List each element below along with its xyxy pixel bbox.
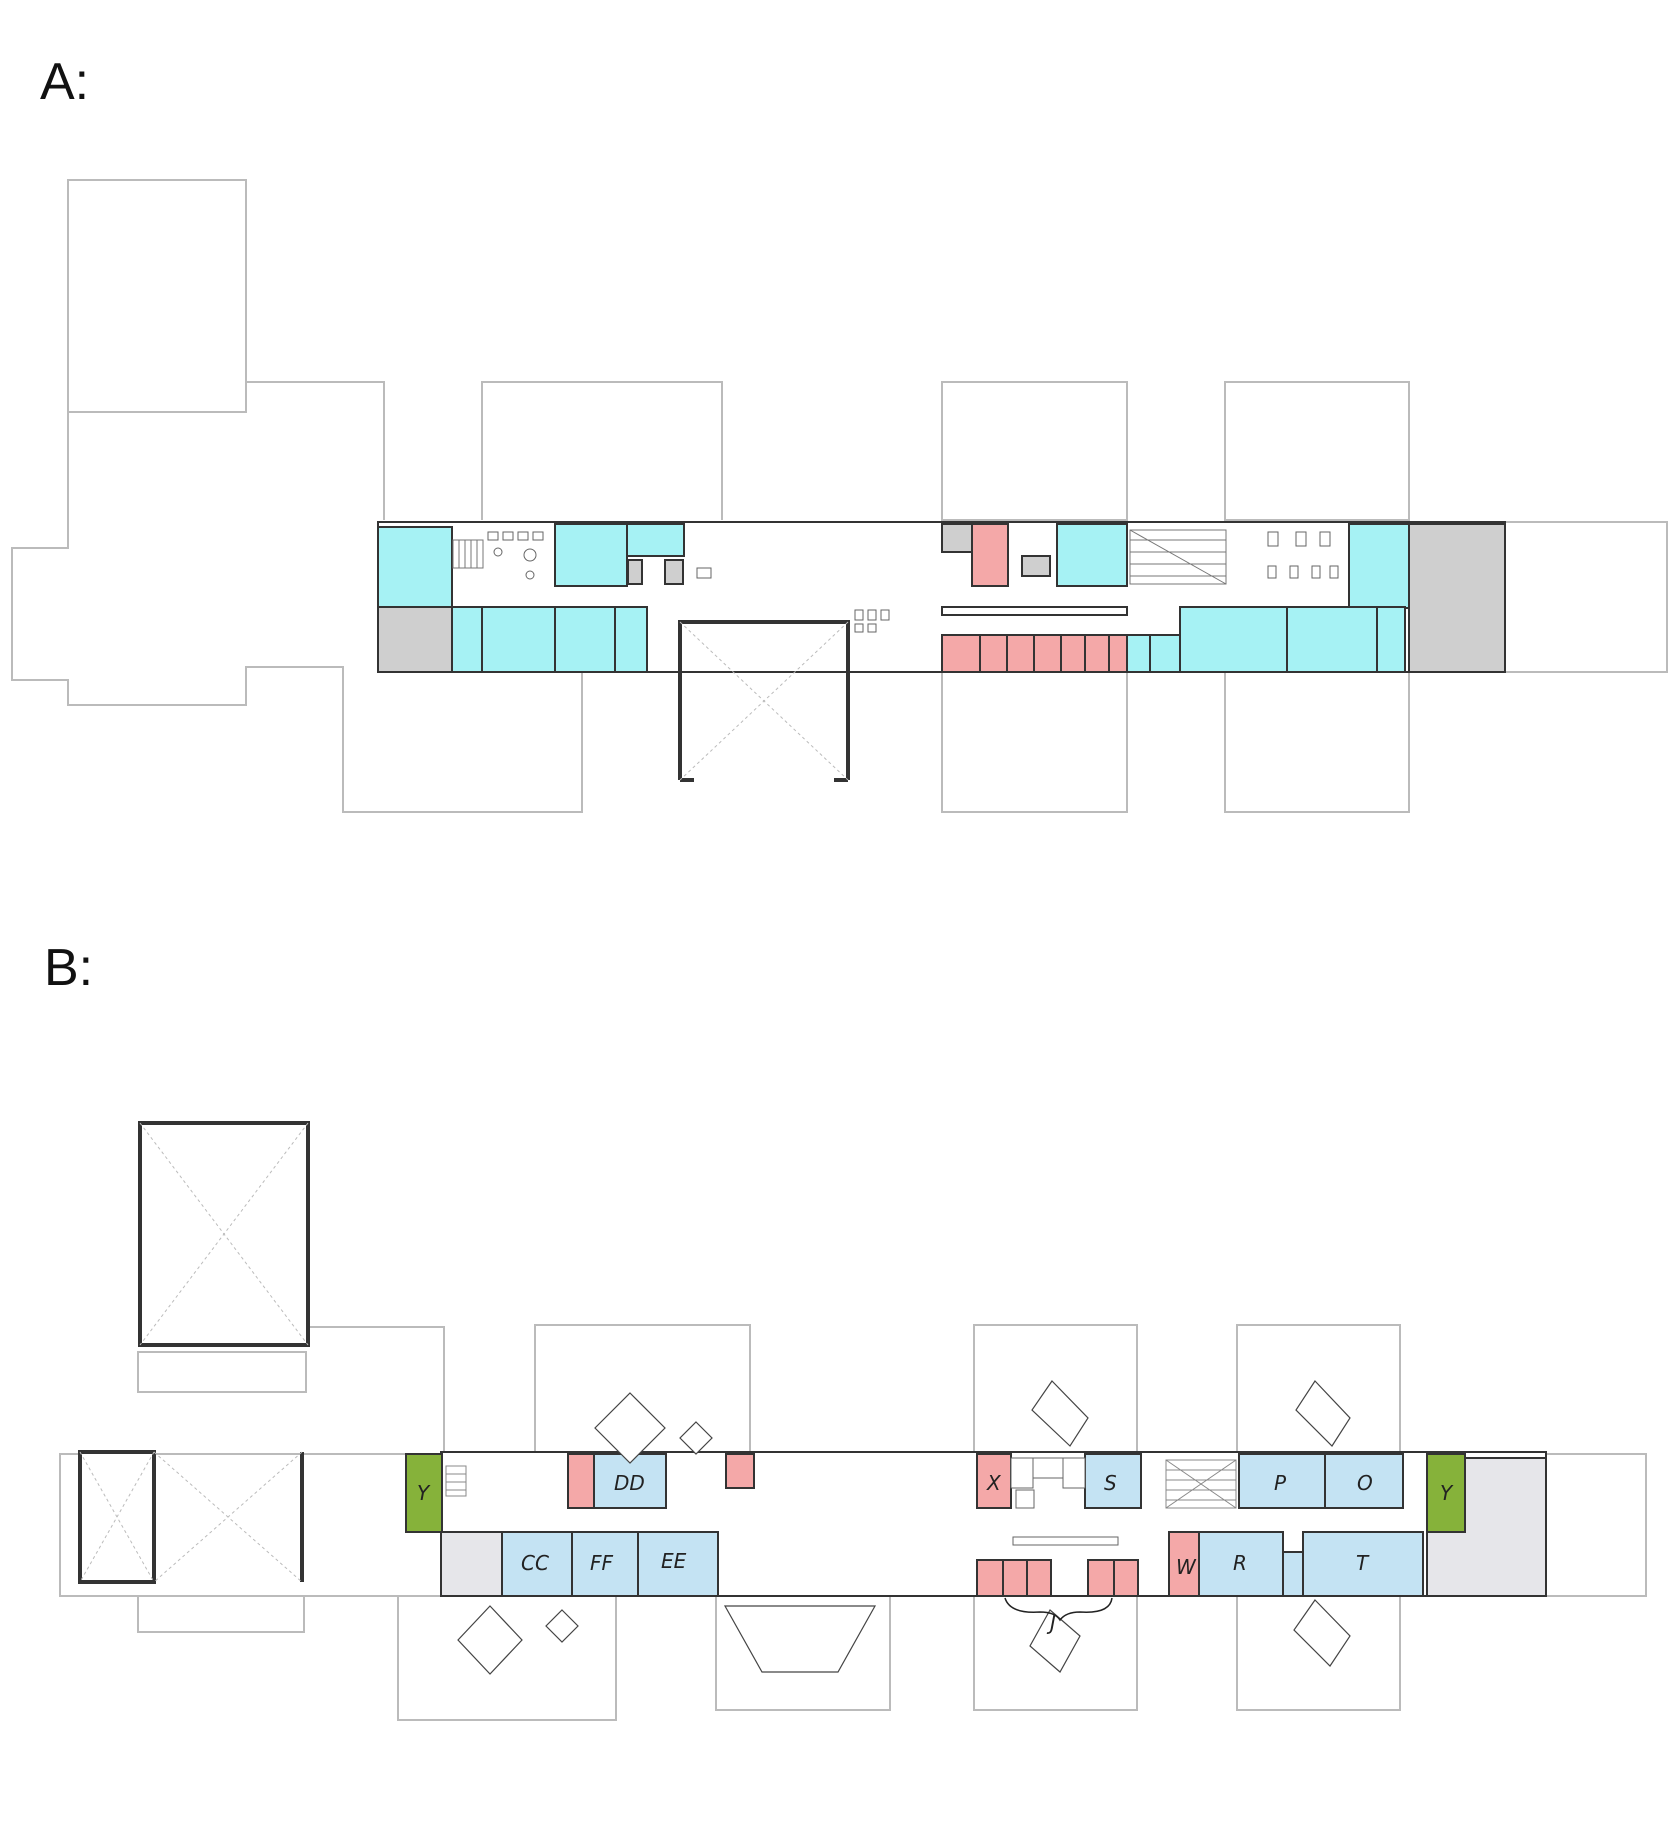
room-label-o: O <box>1357 1471 1373 1495</box>
plan-b-room-labels: DD CC FF EE X S P O Y Y W R T J <box>417 1471 1454 1635</box>
plan-b-blue-rooms <box>501 1453 1424 1597</box>
plan-b-stairs <box>445 1459 1237 1509</box>
plan-b-brace <box>1004 1597 1113 1622</box>
plan-a-gray-rooms <box>377 523 1506 673</box>
plan-b-label: B: <box>44 939 94 997</box>
room-label-p: P <box>1274 1471 1287 1495</box>
plan-b-void-diagonals <box>79 1122 309 1583</box>
room-label-x: X <box>986 1471 1002 1495</box>
plan-a-red-rooms <box>941 523 1128 673</box>
plan-a <box>11 179 1668 813</box>
plan-a-atrium <box>678 620 850 782</box>
room-label-s: S <box>1104 1471 1117 1495</box>
plan-a-outlines <box>11 179 1668 813</box>
room-label-ee: EE <box>661 1549 687 1573</box>
room-label-t: T <box>1356 1551 1370 1575</box>
room-label-r: R <box>1233 1551 1247 1575</box>
plan-a-stairs <box>452 529 1227 585</box>
plan-b-skylights <box>457 1380 1351 1675</box>
plan-a-furniture <box>487 531 1339 633</box>
room-label-dd: DD <box>614 1471 645 1495</box>
plan-a-cyan-rooms <box>377 523 1410 673</box>
room-label-y-left: Y <box>417 1481 431 1505</box>
room-label-ff: FF <box>590 1551 614 1575</box>
plan-b-red-rooms <box>567 1453 1200 1597</box>
plan-a-corridor-bar <box>941 606 1128 616</box>
plan-a-label: A: <box>40 53 90 111</box>
room-label-w: W <box>1176 1555 1197 1579</box>
room-label-cc: CC <box>521 1551 549 1575</box>
room-label-y-right: Y <box>1440 1481 1454 1505</box>
plan-b-green-rooms <box>405 1453 1466 1533</box>
plan-b: DD CC FF EE X S P O Y Y W R T J <box>59 1121 1647 1721</box>
plan-b-core <box>1010 1457 1119 1546</box>
room-label-j: J <box>1046 1611 1056 1635</box>
